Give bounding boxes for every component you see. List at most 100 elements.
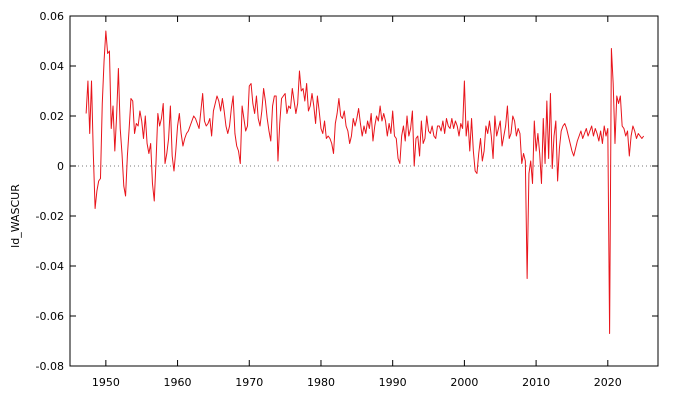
data-point [394,135,395,136]
data-point [528,173,529,174]
data-point [173,170,174,171]
data-point [622,125,623,126]
data-point [505,125,506,126]
data-point [338,98,339,99]
data-point [523,153,524,154]
x-tick-label: 2010 [522,376,550,389]
data-point [274,95,275,96]
data-point [451,118,452,119]
data-point [181,133,182,134]
y-tick-label: -0.04 [36,260,64,273]
data-point [449,128,450,129]
data-point [209,118,210,119]
data-point [324,120,325,121]
data-point [306,83,307,84]
data-point [159,125,160,126]
data-point [587,135,588,136]
y-tick-label: -0.08 [36,360,64,373]
data-point [575,148,576,149]
data-point [568,135,569,136]
data-point [482,160,483,161]
data-point [641,138,642,139]
data-point [304,100,305,101]
data-point [618,103,619,104]
data-point [458,135,459,136]
x-tick-label: 1980 [307,376,335,389]
data-point [527,278,528,279]
data-point [435,138,436,139]
data-point [419,155,420,156]
data-point [354,125,355,126]
data-point [202,93,203,94]
data-point [168,138,169,139]
data-point [161,118,162,119]
data-point [604,125,605,126]
data-point [344,110,345,111]
data-point [200,110,201,111]
data-point [254,113,255,114]
data-point [444,133,445,134]
data-point [333,153,334,154]
data-point [518,128,519,129]
data-point [267,118,268,119]
data-point [155,160,156,161]
data-point [121,153,122,154]
data-point [605,135,606,136]
data-point [103,60,104,61]
data-point [489,120,490,121]
data-point [584,133,585,134]
data-point [405,140,406,141]
data-point [215,103,216,104]
data-point [634,130,635,131]
data-point [616,95,617,96]
data-point [191,120,192,121]
data-point [589,130,590,131]
data-point [469,150,470,151]
data-point [179,113,180,114]
data-point [440,130,441,131]
data-point [313,105,314,106]
data-point [193,115,194,116]
data-point [546,100,547,101]
data-point [473,150,474,151]
data-point [611,48,612,49]
data-point [580,130,581,131]
data-point [301,90,302,91]
data-point [516,135,517,136]
data-point [593,135,594,136]
x-tick-label: 1990 [379,376,407,389]
data-point [141,120,142,121]
data-point [548,158,549,159]
data-point [315,123,316,124]
data-point [534,120,535,121]
data-point [351,135,352,136]
data-point [600,130,601,131]
data-point [163,103,164,104]
x-tick-layer: 1950 1960 1970 1980 1990 2000 2010 2020 [92,16,622,389]
data-point [530,160,531,161]
data-point [564,123,565,124]
data-point [143,138,144,139]
data-point [627,130,628,131]
data-point [91,80,92,81]
data-point [507,105,508,106]
data-point [172,155,173,156]
data-point [453,128,454,129]
data-point [263,88,264,89]
data-point [372,140,373,141]
data-point [310,105,311,106]
data-point [285,93,286,94]
data-point [460,123,461,124]
data-point [412,110,413,111]
data-point [537,133,538,134]
data-point [376,115,377,116]
data-point [392,110,393,111]
data-point [261,110,262,111]
data-point [360,123,361,124]
data-point [428,130,429,131]
data-point [302,88,303,89]
data-point [256,95,257,96]
data-point [579,135,580,136]
data-point [188,130,189,131]
